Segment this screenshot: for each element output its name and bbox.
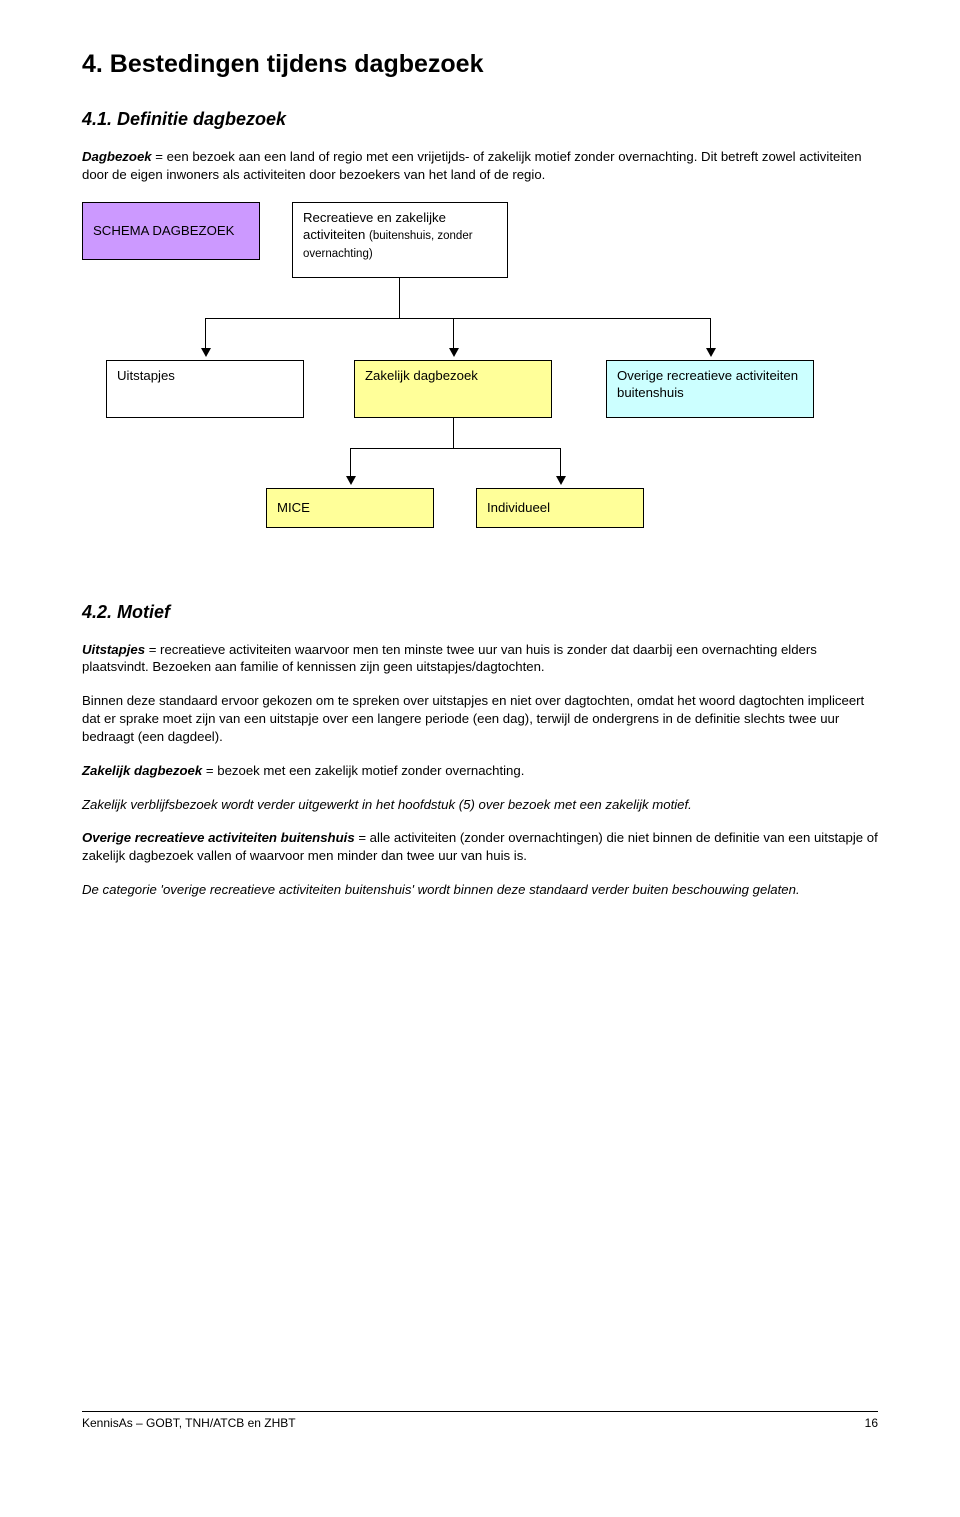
diagram-sub-mice: MICE [266, 488, 434, 528]
arrowhead-icon [201, 348, 211, 357]
arrowhead-icon [556, 476, 566, 485]
schema-dagbezoek-diagram: SCHEMA DAGBEZOEK Recreatieve en zakelijk… [82, 202, 878, 572]
diagram-root-label: SCHEMA DAGBEZOEK [93, 222, 234, 239]
connector [205, 318, 710, 319]
connector [205, 318, 206, 348]
paragraph-overige: Overige recreatieve activiteiten buitens… [82, 829, 878, 865]
diagram-root-box: SCHEMA DAGBEZOEK [82, 202, 260, 260]
text: = een bezoek aan een land of regio met e… [82, 149, 862, 182]
connector [453, 418, 454, 448]
text: = bezoek met een zakelijk motief zonder … [202, 763, 524, 778]
arrowhead-icon [706, 348, 716, 357]
paragraph-uitstapjes: Uitstapjes = recreatieve activiteiten wa… [82, 641, 878, 677]
diagram-child-overige: Overige recreatieve activiteiten buitens… [606, 360, 814, 418]
section-41-title: 4.1. Definitie dagbezoek [82, 109, 878, 130]
paragraph-overige-note: De categorie 'overige recreatieve activi… [82, 881, 878, 899]
diagram-child-zakelijk: Zakelijk dagbezoek [354, 360, 552, 418]
connector [350, 448, 351, 476]
diagram-desc-box: Recreatieve en zakelijke activiteiten (b… [292, 202, 508, 278]
arrowhead-icon [449, 348, 459, 357]
page-footer: KennisAs – GOBT, TNH/ATCB en ZHBT 16 [82, 1411, 878, 1430]
paragraph-definition-dagbezoek: Dagbezoek = een bezoek aan een land of r… [82, 148, 878, 184]
paragraph-zakelijk-dagbezoek: Zakelijk dagbezoek = bezoek met een zake… [82, 762, 878, 780]
section-42-title: 4.2. Motief [82, 602, 878, 623]
label: Individueel [487, 499, 550, 516]
connector [453, 318, 454, 348]
label: Uitstapjes [117, 367, 175, 384]
connector [350, 448, 560, 449]
connector [710, 318, 711, 348]
term-uitstapjes: Uitstapjes [82, 642, 145, 657]
label: MICE [277, 499, 310, 516]
label: Overige recreatieve activiteiten buitens… [617, 367, 803, 401]
term-dagbezoek: Dagbezoek [82, 149, 152, 164]
page-title: 4. Bestedingen tijdens dagbezoek [82, 50, 878, 79]
footer-page-number: 16 [865, 1416, 878, 1430]
paragraph-dagtochten-note: Binnen deze standaard ervoor gekozen om … [82, 692, 878, 745]
diagram-sub-individueel: Individueel [476, 488, 644, 528]
term-zakelijk-dagbezoek: Zakelijk dagbezoek [82, 763, 202, 778]
connector [399, 278, 400, 318]
paragraph-zakelijk-verblijf-note: Zakelijk verblijfsbezoek wordt verder ui… [82, 796, 878, 814]
footer-left: KennisAs – GOBT, TNH/ATCB en ZHBT [82, 1416, 296, 1430]
text: = recreatieve activiteiten waarvoor men … [82, 642, 817, 675]
diagram-child-uitstapjes: Uitstapjes [106, 360, 304, 418]
arrowhead-icon [346, 476, 356, 485]
label: Zakelijk dagbezoek [365, 367, 478, 384]
connector [560, 448, 561, 476]
term-overige: Overige recreatieve activiteiten buitens… [82, 830, 355, 845]
